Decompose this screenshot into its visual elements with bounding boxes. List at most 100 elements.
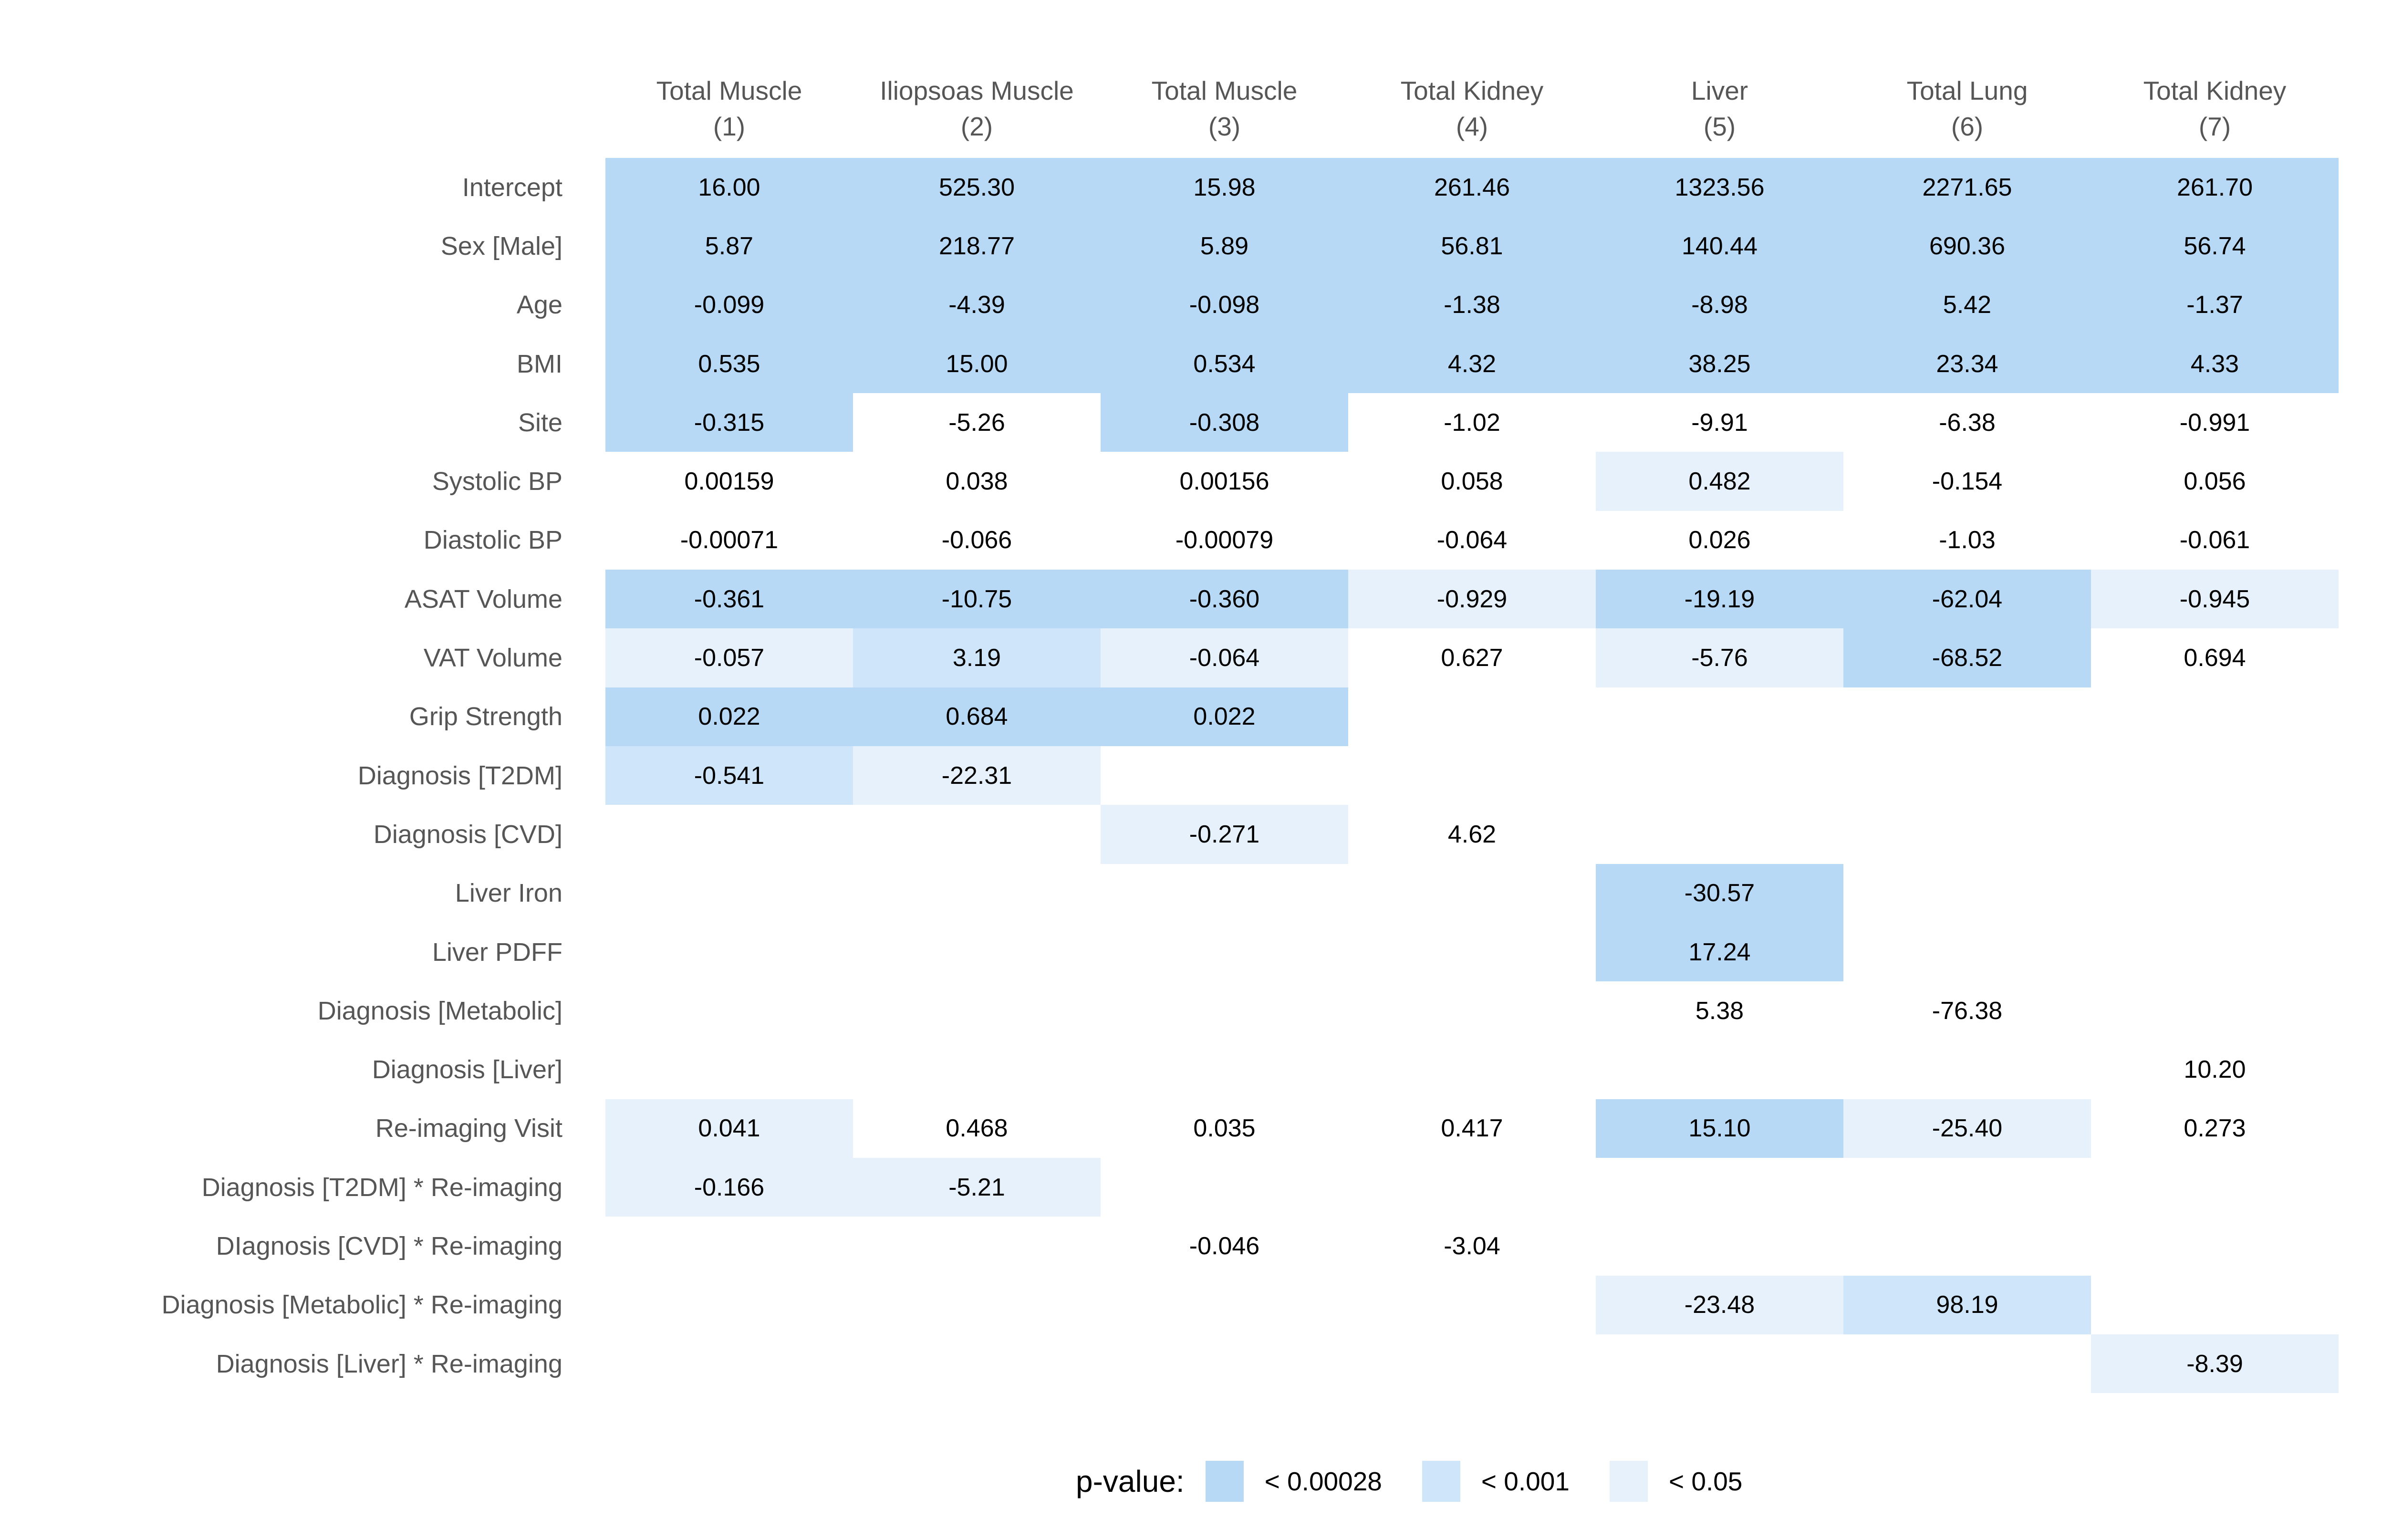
heatmap-cell-r2-c5: 140.44 — [1596, 217, 1843, 276]
heatmap-cell-r3-c3: -0.098 — [1101, 275, 1348, 334]
column-header-3: Total Muscle (3) — [1101, 0, 1348, 158]
heatmap-cell-r15-c2 — [853, 981, 1101, 1040]
heatmap-cell-r6-c4: 0.058 — [1441, 468, 1503, 496]
heatmap-cell-r15-c7 — [2091, 981, 2339, 1040]
heatmap-cell-r12-c6 — [1843, 805, 2091, 864]
heatmap-cell-r7-c2: -0.066 — [941, 526, 1012, 554]
heatmap-cell-r20-c6: 98.19 — [1843, 1275, 2091, 1334]
heatmap-cell-r2-c3: 5.89 — [1101, 217, 1348, 276]
heatmap-cell-r18-c1: -0.166 — [605, 1158, 853, 1217]
heatmap-cell-r8-c4: -0.929 — [1348, 570, 1596, 629]
heatmap-cell-r13-c2 — [853, 864, 1101, 923]
heatmap-cell-r21-c7: -8.39 — [2091, 1334, 2339, 1394]
row-label: Diastolic BP — [423, 526, 562, 555]
heatmap-cell-r13-c6 — [1843, 864, 2091, 923]
heatmap-cell-r13-c7 — [2091, 864, 2339, 923]
heatmap-cell-r7-c1: -0.00071 — [680, 526, 779, 554]
heatmap-cell-r9-c3: -0.064 — [1101, 628, 1348, 687]
heatmap-cell-r12-c3: -0.271 — [1101, 805, 1348, 864]
heatmap-cell-r12-c7 — [2091, 805, 2339, 864]
heatmap-cell-r16-c6 — [1843, 1040, 2091, 1099]
heatmap-cell-r1-c5: 1323.56 — [1596, 158, 1843, 217]
legend-swatch-p3 — [1609, 1461, 1648, 1502]
heatmap-cell-r17-c1: 0.041 — [605, 1099, 853, 1158]
heatmap-cell-r16-c3 — [1101, 1040, 1348, 1099]
heatmap-cell-r1-c4: 261.46 — [1348, 158, 1596, 217]
heatmap-cell-r11-c5 — [1596, 746, 1843, 805]
heatmap-cell-r18-c2: -5.21 — [853, 1158, 1101, 1217]
heatmap-cell-r6-c7: 0.056 — [2184, 468, 2246, 496]
heatmap-cell-r13-c4 — [1348, 864, 1596, 923]
heatmap-cell-r4-c5: 38.25 — [1596, 334, 1843, 394]
heatmap-cell-r7-c7: -0.061 — [2179, 526, 2250, 554]
heatmap-cell-r8-c3: -0.360 — [1101, 570, 1348, 629]
heatmap-cell-r12-c1 — [605, 805, 853, 864]
column-header-number: (6) — [1951, 112, 1984, 141]
heatmap-cell-r17-c6: -25.40 — [1843, 1099, 2091, 1158]
heatmap-cell-r4-c2: 15.00 — [853, 334, 1101, 394]
heatmap-cell-r12-c2 — [853, 805, 1101, 864]
heatmap-cell-r10-c2: 0.684 — [853, 687, 1101, 746]
heatmap-cell-r3-c4: -1.38 — [1348, 275, 1596, 334]
heatmap-cell-r20-c3 — [1101, 1276, 1348, 1334]
column-header-name: Total Kidney — [1400, 76, 1544, 105]
row-label: Diagnosis [T2DM] * Re-imaging — [201, 1173, 562, 1202]
heatmap-cell-r16-c7: 10.20 — [2184, 1056, 2246, 1084]
heatmap-cell-r1-c2: 525.30 — [853, 158, 1101, 217]
heatmap-cell-r5-c4: -1.02 — [1444, 408, 1500, 437]
heatmap-cell-r5-c2: -5.26 — [948, 408, 1005, 437]
heatmap-cell-r2-c2: 218.77 — [853, 217, 1101, 276]
heatmap-cell-r4-c6: 23.34 — [1843, 334, 2091, 394]
heatmap-cell-r11-c3 — [1101, 746, 1348, 805]
heatmap-cell-r19-c2 — [853, 1217, 1101, 1275]
row-label: Diagnosis [T2DM] — [357, 761, 562, 790]
column-header-name: Total Lung — [1906, 76, 2028, 105]
heatmap-cell-r14-c2 — [853, 923, 1101, 981]
heatmap-cell-r18-c4 — [1348, 1158, 1596, 1217]
heatmap-cell-r18-c6 — [1843, 1158, 2091, 1217]
heatmap-cell-r16-c2 — [853, 1040, 1101, 1099]
heatmap-grid: Total Muscle (1) Iliopsoas Muscle (2) Total … — [162, 0, 2339, 1394]
heatmap-cell-r17-c3: 0.035 — [1193, 1114, 1256, 1143]
column-header-6: Total Lung (6) — [1843, 0, 2091, 158]
column-header-5: Liver (5) — [1596, 0, 1843, 158]
heatmap-cell-r1-c6: 2271.65 — [1843, 158, 2091, 217]
heatmap-cell-r4-c3: 0.534 — [1101, 334, 1348, 394]
heatmap-cell-r4-c1: 0.535 — [605, 334, 853, 394]
heatmap-cell-r15-c1 — [605, 981, 853, 1040]
heatmap-cell-r10-c1: 0.022 — [605, 687, 853, 746]
heatmap-cell-r10-c3: 0.022 — [1101, 687, 1348, 746]
heatmap-cell-r19-c6 — [1843, 1217, 2091, 1275]
heatmap-cell-r15-c4 — [1348, 981, 1596, 1040]
heatmap-cell-r11-c7 — [2091, 746, 2339, 805]
heatmap-cell-r21-c3 — [1101, 1334, 1348, 1393]
heatmap-cell-r16-c4 — [1348, 1040, 1596, 1099]
heatmap-cell-r15-c5: 5.38 — [1695, 997, 1744, 1025]
column-header-4: Total Kidney (4) — [1348, 0, 1596, 158]
row-label: VAT Volume — [423, 644, 562, 673]
heatmap-cell-r21-c2 — [853, 1334, 1101, 1393]
heatmap-cell-r19-c5 — [1596, 1217, 1843, 1275]
row-label: Diagnosis [Liver] * Re-imaging — [216, 1349, 562, 1378]
row-label: Sex [Male] — [440, 231, 562, 260]
row-label: Diagnosis [Metabolic] — [317, 996, 562, 1025]
legend-title: p-value: — [1076, 1464, 1185, 1498]
heatmap-cell-r3-c6: 5.42 — [1843, 275, 2091, 334]
heatmap-cell-r20-c4 — [1348, 1276, 1596, 1334]
heatmap-cell-r6-c5: 0.482 — [1596, 452, 1843, 511]
heatmap-cell-r14-c3 — [1101, 923, 1348, 981]
heatmap-cell-r21-c5 — [1596, 1334, 1843, 1393]
heatmap-cell-r6-c3: 0.00156 — [1179, 468, 1269, 496]
column-header-1: Total Muscle (1) — [605, 0, 853, 158]
column-header-number: (3) — [1208, 112, 1241, 141]
heatmap-cell-r13-c1 — [605, 864, 853, 923]
heatmap-cell-r14-c6 — [1843, 923, 2091, 981]
heatmap-cell-r9-c6: -68.52 — [1843, 628, 2091, 687]
heatmap-cell-r10-c4 — [1348, 687, 1596, 746]
heatmap-cell-r1-c1: 16.00 — [605, 158, 853, 217]
heatmap-cell-r17-c2: 0.468 — [946, 1114, 1008, 1143]
heatmap-cell-r2-c7: 56.74 — [2091, 217, 2339, 276]
legend-swatch-p2 — [1422, 1461, 1460, 1502]
heatmap-cell-r5-c7: -0.991 — [2179, 408, 2250, 437]
